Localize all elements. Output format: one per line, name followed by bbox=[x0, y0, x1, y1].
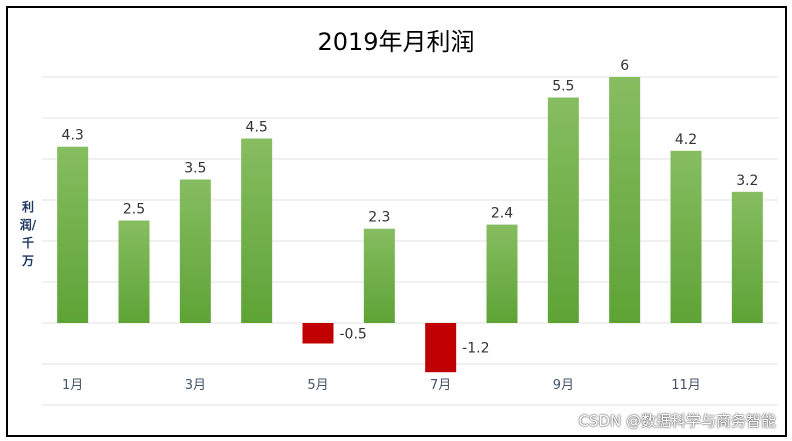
data-label: 4.2 bbox=[675, 132, 697, 148]
chart-title: 2019年月利润 bbox=[317, 28, 475, 56]
data-label: 3.2 bbox=[736, 173, 758, 189]
x-tick-label: 7月 bbox=[430, 378, 451, 393]
data-label: 3.5 bbox=[184, 161, 206, 177]
data-label: -0.5 bbox=[340, 326, 367, 342]
x-tick-label: 5月 bbox=[307, 378, 328, 393]
bar bbox=[302, 323, 334, 344]
bar bbox=[547, 97, 579, 323]
watermark: CSDN @数据科学与商务智能 bbox=[578, 412, 776, 430]
bar bbox=[425, 323, 457, 373]
data-label: 4.5 bbox=[246, 120, 268, 136]
bar bbox=[118, 220, 150, 323]
y-axis-label: 利润/千万 bbox=[19, 200, 37, 268]
data-label: 5.5 bbox=[552, 79, 574, 95]
bar bbox=[241, 138, 273, 323]
x-tick-label: 11月 bbox=[671, 378, 701, 393]
data-label: 6 bbox=[620, 58, 629, 74]
bar bbox=[179, 179, 211, 323]
bar bbox=[486, 224, 518, 323]
x-tick-label: 9月 bbox=[553, 378, 574, 393]
data-label: 2.5 bbox=[123, 202, 145, 218]
bar bbox=[731, 191, 763, 323]
x-tick-label: 1月 bbox=[62, 378, 83, 393]
data-label: 2.3 bbox=[368, 210, 390, 226]
bar bbox=[609, 77, 641, 323]
bar bbox=[363, 228, 395, 323]
data-label: -1.2 bbox=[462, 341, 489, 357]
data-label: 2.4 bbox=[491, 206, 513, 222]
x-tick-label: 3月 bbox=[185, 378, 206, 393]
bar bbox=[57, 146, 89, 323]
data-label: 4.3 bbox=[62, 128, 84, 144]
bar bbox=[670, 150, 702, 323]
